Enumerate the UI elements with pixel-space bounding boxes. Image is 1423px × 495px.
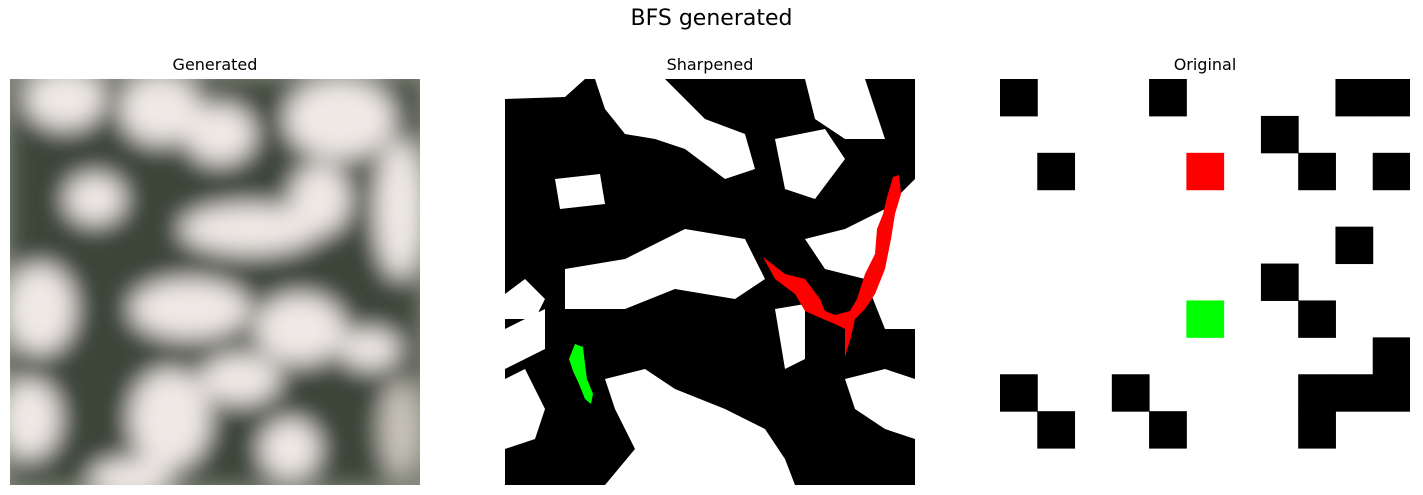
sharpened-image [505,79,915,485]
wall-cell [1260,263,1299,301]
panel-title-generated: Generated [172,55,258,74]
wall-cell [1149,79,1187,117]
wall-cell [1372,152,1410,191]
wall-cell [1298,152,1336,191]
wall-cell [1000,79,1038,117]
wall-cell [1372,337,1410,375]
wall-cell [1260,115,1299,154]
wall-cell [1037,411,1076,449]
wall-cell [1372,79,1410,117]
wall-cell [1298,374,1336,412]
generated-image-canvas [10,79,420,485]
wall-cell [1000,374,1038,412]
wall-cell [1372,374,1410,412]
wall-cell [1335,226,1374,265]
wall-cell [1111,374,1150,412]
start-cell [1186,300,1225,338]
original-grid-canvas [1000,79,1410,485]
wall-cell [1298,300,1336,338]
wall-cell [1335,79,1374,117]
generated-image [10,79,420,485]
wall-cell [1037,152,1076,191]
panel-title-sharpened: Sharpened [666,55,754,74]
goal-cell [1186,152,1225,191]
wall-cell [1298,411,1336,449]
wall-cell [1335,374,1374,412]
sharpened-image-canvas [505,79,915,485]
wall-cell [1149,411,1187,449]
figure-title: BFS generated [630,6,793,31]
original-grid [1000,79,1410,485]
panel-title-original: Original [1173,55,1237,74]
